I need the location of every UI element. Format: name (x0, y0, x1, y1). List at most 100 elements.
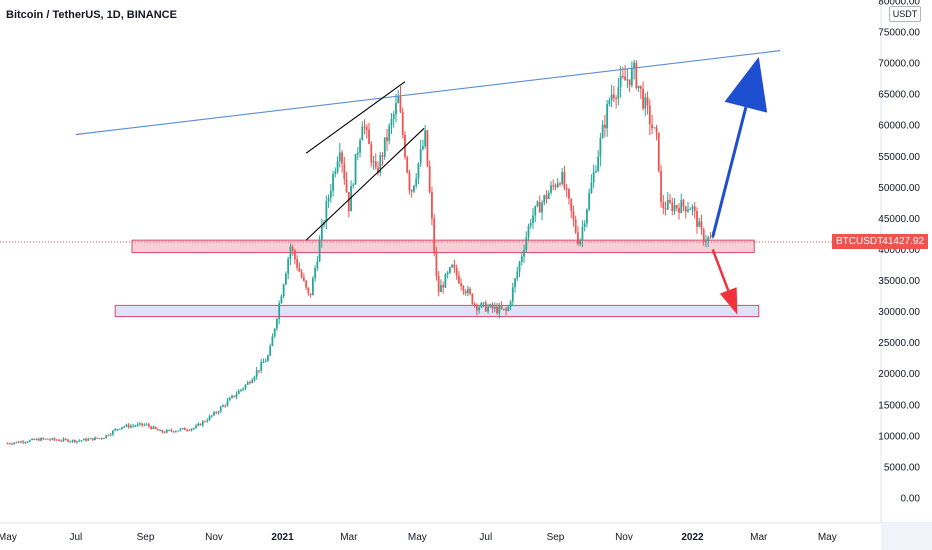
candle-body (577, 232, 579, 245)
candle-body (469, 288, 472, 294)
candle-body (132, 425, 135, 427)
candle-body (660, 171, 662, 203)
candle-body (621, 76, 624, 78)
time-tick-label: Nov (615, 532, 633, 543)
candle-body (572, 210, 575, 220)
candle-body (213, 412, 215, 416)
candle-body (586, 209, 588, 224)
horizontal-zones[interactable] (114, 239, 760, 318)
candle-body (547, 192, 550, 199)
candle-body (565, 188, 568, 190)
time-axis[interactable]: May Jul Sep Nov 2021 Mar May Jul Sep Nov 2022 Mar Ma… (0, 532, 837, 543)
candle-body (684, 206, 687, 212)
candle-body (556, 183, 559, 188)
resistance-trendline[interactable] (75, 50, 781, 136)
candle-body (85, 438, 87, 441)
candle-body (491, 304, 494, 309)
candle-body (457, 275, 460, 284)
candle-body (287, 258, 290, 274)
candle-body (242, 388, 245, 390)
support-zone[interactable] (114, 304, 760, 318)
currency-unit-label[interactable]: USDT (889, 6, 921, 22)
candle-body (669, 199, 671, 203)
trendlines[interactable] (75, 50, 781, 241)
candle-body (329, 190, 332, 198)
candle-body (224, 405, 227, 407)
candle-body (386, 137, 388, 141)
candle-body (55, 439, 58, 441)
time-tick-label: May (818, 532, 837, 543)
candle-body (10, 443, 13, 445)
channel-trendline[interactable] (305, 81, 406, 154)
candle-body (62, 438, 65, 441)
candle-body (365, 127, 368, 130)
candle-body (448, 267, 451, 273)
candle-body (244, 384, 247, 389)
candle-body (46, 438, 49, 440)
candle-body (121, 427, 123, 429)
candle-body (592, 171, 595, 183)
candle-body (332, 173, 334, 191)
candle-body (76, 440, 78, 443)
candle-body (480, 302, 483, 308)
candle-body (127, 424, 130, 428)
candle-body (300, 271, 303, 278)
candle-body (168, 430, 171, 432)
candle-body (17, 441, 20, 443)
candle-body (702, 229, 705, 242)
support-zone[interactable] (131, 239, 755, 254)
candle-body (370, 144, 373, 163)
candle-body (192, 427, 195, 429)
candle-body (615, 98, 618, 100)
time-tick-label: 2021 (271, 532, 294, 543)
candle-body (109, 434, 112, 436)
candle-body (626, 79, 629, 81)
candle-body (410, 190, 413, 192)
candle-body (630, 68, 633, 86)
candle-body (590, 182, 593, 194)
candle-body (397, 96, 400, 104)
channel-trendline[interactable] (305, 127, 425, 241)
axis-settings-corner[interactable] (881, 523, 932, 550)
candle-body (460, 283, 463, 287)
candle-body (628, 79, 631, 86)
candle-body (406, 157, 409, 173)
candle-body (347, 192, 350, 212)
candle-body (527, 225, 530, 238)
price-tick-label: 45000.00 (878, 214, 920, 225)
price-axis[interactable]: 80000.00 75000.00 70000.00 65000.00 60000.00… (878, 0, 920, 505)
candle-body (678, 207, 680, 213)
candle-body (401, 111, 404, 135)
bearish-arrow-head (719, 287, 738, 315)
candle-body (395, 103, 397, 115)
candle-body (143, 424, 146, 426)
candle-body (172, 431, 175, 433)
candle-body (424, 130, 427, 147)
arrows[interactable] (711, 56, 768, 315)
candle-body (327, 197, 330, 202)
candle-body (507, 306, 510, 311)
candle-body (98, 438, 101, 440)
candle-body (442, 285, 445, 288)
candle-body (509, 301, 512, 307)
candle-body (541, 202, 543, 213)
candle-body (141, 423, 144, 426)
candle-body (413, 185, 415, 192)
candle-body (662, 202, 665, 209)
candle-body (646, 97, 649, 106)
candle-body (588, 193, 591, 210)
candle-body (291, 246, 294, 251)
candle-body (282, 284, 285, 297)
candle-body (293, 250, 296, 260)
time-tick-label: May (408, 532, 427, 543)
candle-body (374, 161, 377, 168)
candle-body (8, 443, 11, 445)
candle-body (624, 76, 627, 81)
candle-body (255, 370, 258, 377)
candle-body (529, 222, 532, 226)
price-tick-label: 20000.00 (878, 369, 920, 380)
candle-body (691, 206, 694, 209)
candle-body (689, 208, 692, 210)
candle-body (696, 211, 698, 227)
